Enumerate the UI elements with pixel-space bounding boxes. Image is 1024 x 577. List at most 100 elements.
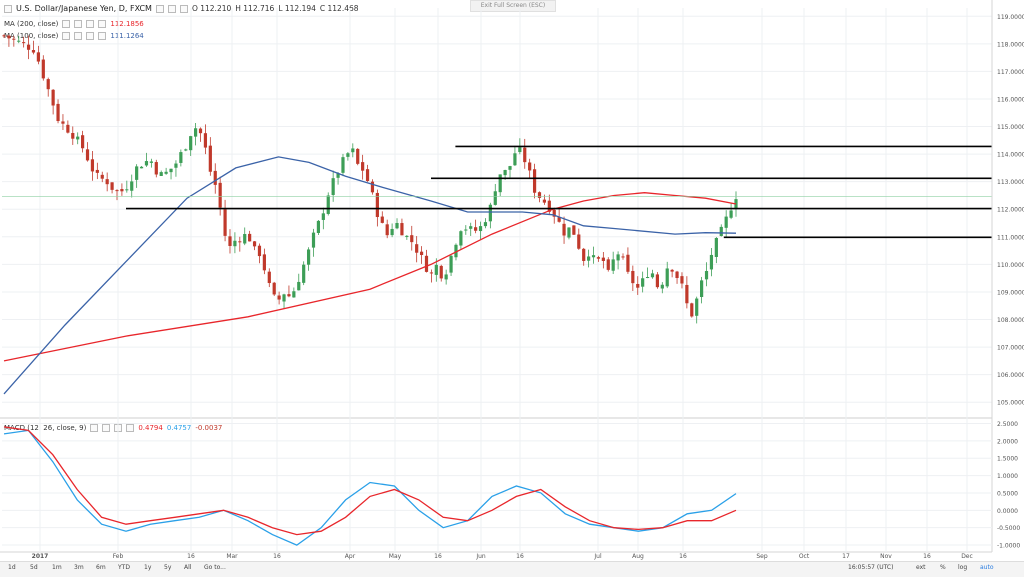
ma100-eye-icon[interactable] — [62, 32, 71, 40]
candle-down — [685, 284, 689, 304]
legend-hide-icon[interactable] — [167, 4, 176, 13]
ma200-close-icon[interactable] — [86, 20, 95, 28]
time-tick-label: Apr — [345, 553, 356, 560]
candle-up — [449, 255, 453, 273]
ext-toggle[interactable]: ext — [916, 564, 926, 571]
candle-down — [410, 235, 414, 243]
candle-up — [193, 128, 198, 137]
candle-down — [238, 241, 242, 243]
candle-down — [115, 190, 119, 192]
macd-tick-label: 0.0000 — [997, 508, 1018, 515]
range-5y[interactable]: 5y — [164, 564, 172, 571]
macd-eye-icon[interactable] — [90, 424, 99, 432]
candle-down — [2, 35, 6, 37]
macd-tick-label: 2.5000 — [997, 421, 1018, 428]
log-toggle[interactable]: log — [958, 564, 968, 571]
candle-up — [513, 153, 517, 166]
ma200-eye-icon[interactable] — [62, 20, 71, 28]
candle-down — [100, 174, 104, 179]
price-tick-label: 118.0000 — [997, 41, 1024, 48]
macd-more-icon[interactable] — [126, 424, 135, 432]
candle-down — [523, 147, 527, 163]
legend-settings-icon[interactable] — [155, 4, 164, 13]
candle-up — [695, 298, 699, 316]
range-1d[interactable]: 1d — [8, 564, 16, 571]
price-tick-label: 106.0000 — [997, 372, 1024, 379]
candle-up — [292, 291, 296, 298]
candle-up — [650, 273, 655, 278]
ma200-settings-icon[interactable] — [74, 20, 83, 28]
candle-down — [120, 189, 124, 192]
price-tick-label: 107.0000 — [997, 345, 1024, 352]
candle-up — [390, 228, 394, 236]
candle-up — [297, 281, 301, 291]
candle-down — [542, 199, 547, 203]
candle-down — [26, 44, 31, 50]
candle-down — [223, 209, 227, 236]
candle-up — [478, 226, 483, 232]
candle-up — [316, 220, 321, 233]
range-6m[interactable]: 6m — [96, 564, 106, 571]
range-3m[interactable]: 3m — [74, 564, 84, 571]
candle-down — [439, 265, 443, 279]
candle-up — [454, 244, 458, 258]
symbol-legend: U.S. Dollar/Japanese Yen, D, FXCM O 112.… — [4, 4, 359, 13]
candle-up — [591, 255, 596, 258]
candle-down — [562, 223, 566, 236]
candle-down — [31, 50, 36, 53]
candle-down — [429, 272, 434, 274]
range-1y[interactable]: 1y — [144, 564, 152, 571]
range-all[interactable]: All — [184, 564, 192, 571]
candle-down — [528, 162, 532, 171]
macd-value-1: 0.4794 — [138, 424, 163, 432]
ma100-more-icon[interactable] — [98, 32, 107, 40]
percent-toggle[interactable]: % — [940, 564, 946, 571]
time-tick-label: Oct — [799, 553, 810, 560]
candle-down — [675, 271, 679, 279]
candle-up — [144, 161, 149, 166]
candle-up — [351, 148, 355, 153]
candle-up — [660, 284, 664, 289]
range-5d[interactable]: 5d — [30, 564, 38, 571]
candle-down — [66, 124, 70, 133]
time-tick-label: Jun — [475, 553, 486, 560]
legend-close-icon[interactable] — [179, 4, 188, 13]
candle-down — [287, 294, 291, 297]
auto-toggle[interactable]: auto — [980, 564, 994, 571]
candle-down — [596, 257, 601, 259]
candle-down — [248, 233, 252, 242]
time-tick-label: Nov — [880, 553, 892, 560]
macd-settings-icon[interactable] — [102, 424, 111, 432]
candle-down — [631, 270, 635, 284]
ma100-settings-icon[interactable] — [74, 32, 83, 40]
time-tick-label: Aug — [632, 553, 644, 560]
time-tick-label: 16 — [187, 553, 195, 560]
candle-up — [243, 234, 247, 244]
exit-fullscreen-button[interactable]: Exit Full Screen (ESC) — [470, 0, 556, 12]
candle-down — [262, 254, 266, 271]
macd-tick-label: 0.5000 — [997, 490, 1018, 497]
candle-down — [582, 248, 586, 261]
ma200-more-icon[interactable] — [98, 20, 107, 28]
candle-up — [302, 264, 306, 283]
signal-line — [3, 426, 737, 536]
ma200-legend: MA (200, close) 112.1856 — [4, 20, 144, 28]
candle-down — [419, 251, 424, 256]
range-1m[interactable]: 1m — [52, 564, 62, 571]
ma100-close-icon[interactable] — [86, 32, 95, 40]
candle-up — [459, 231, 463, 246]
candle-down — [110, 182, 114, 190]
range-ytd[interactable]: YTD — [118, 564, 130, 571]
candle-down — [71, 133, 75, 139]
time-tick-label: 2017 — [32, 553, 49, 560]
chart-svg: 114.278113.122112.026110.983112.468 119.… — [0, 0, 1024, 561]
macd-value-3: -0.0037 — [195, 424, 223, 432]
collapse-legend-icon[interactable] — [4, 4, 12, 13]
candle-down — [424, 255, 429, 272]
price-tick-label: 109.0000 — [997, 289, 1024, 296]
price-tick-label: 115.0000 — [997, 124, 1024, 131]
candle-down — [601, 257, 605, 261]
price-axis: 119.0000 118.0000 117.0000 116.0000 115.0000… — [991, 0, 1024, 561]
goto-date-button[interactable]: Go to... — [204, 564, 226, 571]
ma200-label: MA (200, close) — [4, 20, 59, 28]
